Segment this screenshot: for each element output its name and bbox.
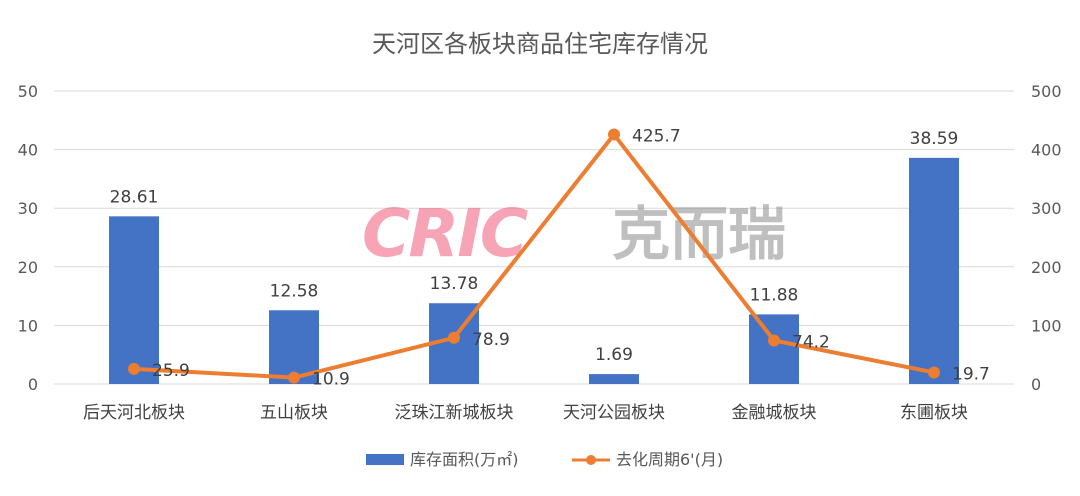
right-tick-label: 300 bbox=[1031, 199, 1062, 218]
legend-label-line: 去化周期6'(月) bbox=[616, 450, 723, 469]
left-tick-label: 0 bbox=[28, 375, 38, 394]
line-value-label: 10.9 bbox=[312, 370, 350, 390]
line-point bbox=[288, 371, 300, 384]
line-point bbox=[608, 128, 620, 141]
left-axis-ticks: 0 10 20 30 40 50 bbox=[18, 82, 38, 394]
bar bbox=[749, 314, 799, 384]
left-tick-label: 10 bbox=[18, 316, 38, 335]
line-point bbox=[928, 366, 940, 379]
left-tick-label: 50 bbox=[18, 82, 38, 101]
line-series bbox=[128, 128, 940, 384]
bar-value-label: 13.78 bbox=[430, 274, 479, 294]
right-tick-label: 100 bbox=[1031, 316, 1062, 335]
right-tick-label: 400 bbox=[1031, 141, 1062, 160]
bar-value-label: 28.61 bbox=[110, 187, 159, 207]
gridlines bbox=[54, 90, 1014, 385]
left-tick-label: 30 bbox=[18, 199, 38, 218]
legend: 库存面积(万㎡) 去化周期6'(月) bbox=[366, 450, 723, 469]
category-axis-labels: 后天河北板块 五山板块 泛珠江新城板块 天河公园板块 金融城板块 东圃板块 bbox=[83, 403, 968, 423]
category-label: 东圃板块 bbox=[900, 403, 968, 423]
line-value-label: 25.9 bbox=[152, 361, 190, 381]
right-tick-label: 200 bbox=[1031, 258, 1062, 277]
category-label: 泛珠江新城板块 bbox=[395, 403, 514, 423]
category-label: 后天河北板块 bbox=[83, 403, 185, 423]
watermark-latin: CRIC bbox=[362, 195, 528, 272]
line-value-label: 74.2 bbox=[792, 333, 830, 353]
bar-value-label: 12.58 bbox=[270, 281, 319, 301]
legend-swatch-marker bbox=[586, 455, 596, 465]
line-value-label: 78.9 bbox=[472, 330, 510, 350]
line-data-labels: 25.9 10.9 78.9 425.7 74.2 19.7 bbox=[152, 127, 990, 390]
category-label: 五山板块 bbox=[260, 403, 328, 423]
right-tick-label: 0 bbox=[1031, 375, 1041, 394]
bar-value-label: 11.88 bbox=[750, 285, 799, 305]
line-value-label: 19.7 bbox=[952, 364, 990, 384]
right-tick-label: 500 bbox=[1031, 82, 1062, 101]
bar bbox=[109, 216, 159, 384]
line-value-label: 425.7 bbox=[632, 127, 681, 147]
right-axis-ticks: 0 100 200 300 400 500 bbox=[1031, 82, 1062, 394]
left-tick-label: 40 bbox=[18, 141, 38, 160]
category-label: 天河公园板块 bbox=[563, 403, 665, 423]
chart-title: 天河区各板块商品住宅库存情况 bbox=[372, 30, 708, 58]
line-path bbox=[133, 132, 935, 380]
cric-watermark-logo: CRIC 克而瑞 bbox=[362, 195, 786, 272]
bar-data-labels: 28.61 12.58 13.78 1.69 11.88 38.59 bbox=[110, 129, 959, 365]
left-tick-label: 20 bbox=[18, 258, 38, 277]
line-point bbox=[128, 362, 140, 375]
bar-value-label: 38.59 bbox=[910, 129, 959, 149]
bar bbox=[909, 157, 959, 384]
line-point bbox=[448, 331, 460, 344]
bar bbox=[589, 374, 639, 384]
legend-swatch-bar bbox=[366, 454, 404, 465]
category-label: 金融城板块 bbox=[732, 403, 817, 423]
bar-value-label: 1.69 bbox=[595, 345, 633, 365]
watermark-cn: 克而瑞 bbox=[612, 200, 786, 268]
line-point bbox=[768, 334, 780, 347]
legend-label-bar: 库存面积(万㎡) bbox=[410, 450, 519, 469]
